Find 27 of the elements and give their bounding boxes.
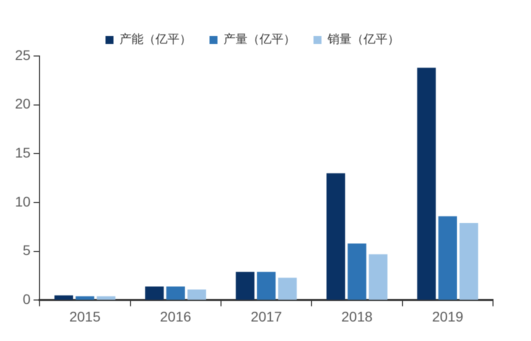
bar: [187, 289, 206, 300]
x-tick-label: 2019: [432, 308, 464, 324]
bar: [326, 173, 346, 300]
y-tick-label: 0: [22, 291, 31, 308]
bar: [368, 254, 388, 300]
y-tick-label: 25: [14, 46, 31, 63]
bar: [438, 216, 457, 300]
bar: [256, 272, 276, 300]
x-tick-label: 2018: [341, 308, 373, 324]
x-tick-label: 2016: [160, 308, 192, 324]
bar: [348, 244, 366, 300]
bar: [54, 295, 74, 300]
y-tick-label: 15: [14, 144, 31, 161]
bar: [417, 68, 436, 300]
bar: [166, 286, 185, 300]
bar: [236, 272, 254, 300]
legend-label: 产量（亿平）: [224, 32, 296, 46]
x-tick-label: 2017: [250, 308, 282, 324]
bar: [460, 223, 478, 300]
bar: [145, 286, 164, 300]
bar: [278, 278, 297, 300]
legend-label: 销量（亿平）: [326, 32, 400, 46]
legend-label: 产能（亿平）: [120, 32, 192, 46]
y-tick-label: 10: [14, 193, 31, 210]
y-tick-label: 5: [22, 242, 31, 258]
y-tick-label: 20: [14, 96, 31, 112]
x-tick-label: 2015: [69, 308, 101, 324]
